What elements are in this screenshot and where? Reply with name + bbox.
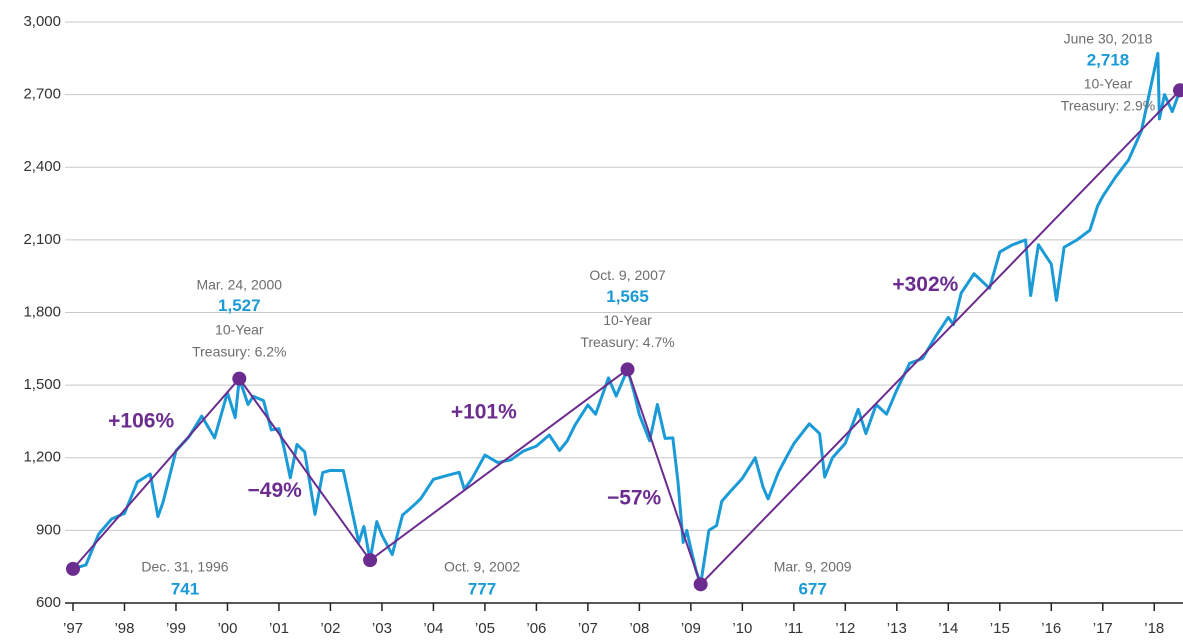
value-label: 777 [468, 579, 496, 598]
x-tick-label: ’14 [938, 620, 958, 637]
date-label: June 30, 2018 [1064, 31, 1153, 47]
value-label: 2,718 [1087, 50, 1130, 69]
x-tick-label: ’10 [732, 620, 752, 637]
y-tick-label: 1,500 [23, 376, 61, 393]
y-tick-label: 2,400 [23, 158, 61, 175]
x-tick-label: ’01 [269, 620, 289, 637]
turning-point [620, 362, 635, 377]
x-tick-label: ’97 [63, 620, 83, 637]
date-label: Mar. 9, 2009 [774, 559, 852, 575]
x-tick-label: ’15 [990, 620, 1010, 637]
x-tick-label: ’09 [681, 620, 701, 637]
treasury-label: Treasury: 2.9% [1061, 98, 1155, 114]
change-label: +302% [892, 273, 958, 296]
change-label: +101% [451, 400, 517, 423]
x-tick-label: ’12 [835, 620, 855, 637]
value-label: 1,527 [218, 296, 261, 315]
x-tick-label: ’99 [166, 620, 186, 637]
x-tick-label: ’04 [423, 620, 443, 637]
date-label: Mar. 24, 2000 [196, 276, 282, 292]
x-tick-label: ’03 [372, 620, 392, 637]
turning-point [232, 371, 247, 386]
treasury-label: 10-Year [603, 312, 652, 328]
x-tick-label: ’16 [1041, 620, 1061, 637]
x-tick-label: ’18 [1144, 620, 1164, 637]
y-tick-label: 2,700 [23, 86, 61, 103]
index-line [72, 51, 1182, 586]
y-tick-label: 1,800 [23, 303, 61, 320]
x-tick-label: ’17 [1093, 620, 1113, 637]
y-tick-label: 2,100 [23, 231, 61, 248]
y-tick-label: 900 [36, 521, 61, 538]
treasury-label: Treasury: 6.2% [192, 343, 286, 359]
x-tick-label: ’06 [526, 620, 546, 637]
trend-line [72, 89, 1181, 586]
y-tick-label: 600 [36, 594, 61, 611]
treasury-label: Treasury: 4.7% [580, 334, 674, 350]
x-tick-label: ’13 [887, 620, 907, 637]
date-label: Oct. 9, 2007 [589, 267, 665, 283]
value-label: 741 [171, 579, 199, 598]
treasury-label: 10-Year [1084, 76, 1133, 92]
x-tick-label: ’05 [475, 620, 495, 637]
turning-point [1173, 83, 1183, 98]
y-tick-label: 1,200 [23, 449, 61, 466]
x-tick-label: ’07 [578, 620, 598, 637]
x-tick-label: ’08 [629, 620, 649, 637]
x-tick-label: ’00 [217, 620, 237, 637]
change-label: −49% [248, 479, 303, 502]
turning-point [66, 561, 80, 576]
change-label: +106% [108, 409, 174, 432]
x-tick-label: ’02 [320, 620, 340, 637]
treasury-label: 10-Year [215, 321, 264, 337]
y-tick-label: 3,000 [23, 13, 61, 30]
date-label: Oct. 9, 2002 [444, 559, 520, 575]
change-label: −57% [607, 486, 662, 509]
value-label: 677 [798, 579, 826, 598]
x-tick-label: ’98 [114, 620, 134, 637]
x-tick-label: ’11 [784, 620, 803, 637]
turning-point [363, 553, 378, 568]
value-label: 1,565 [606, 287, 649, 306]
turning-point [693, 577, 708, 592]
date-label: Dec. 31, 1996 [141, 559, 228, 575]
